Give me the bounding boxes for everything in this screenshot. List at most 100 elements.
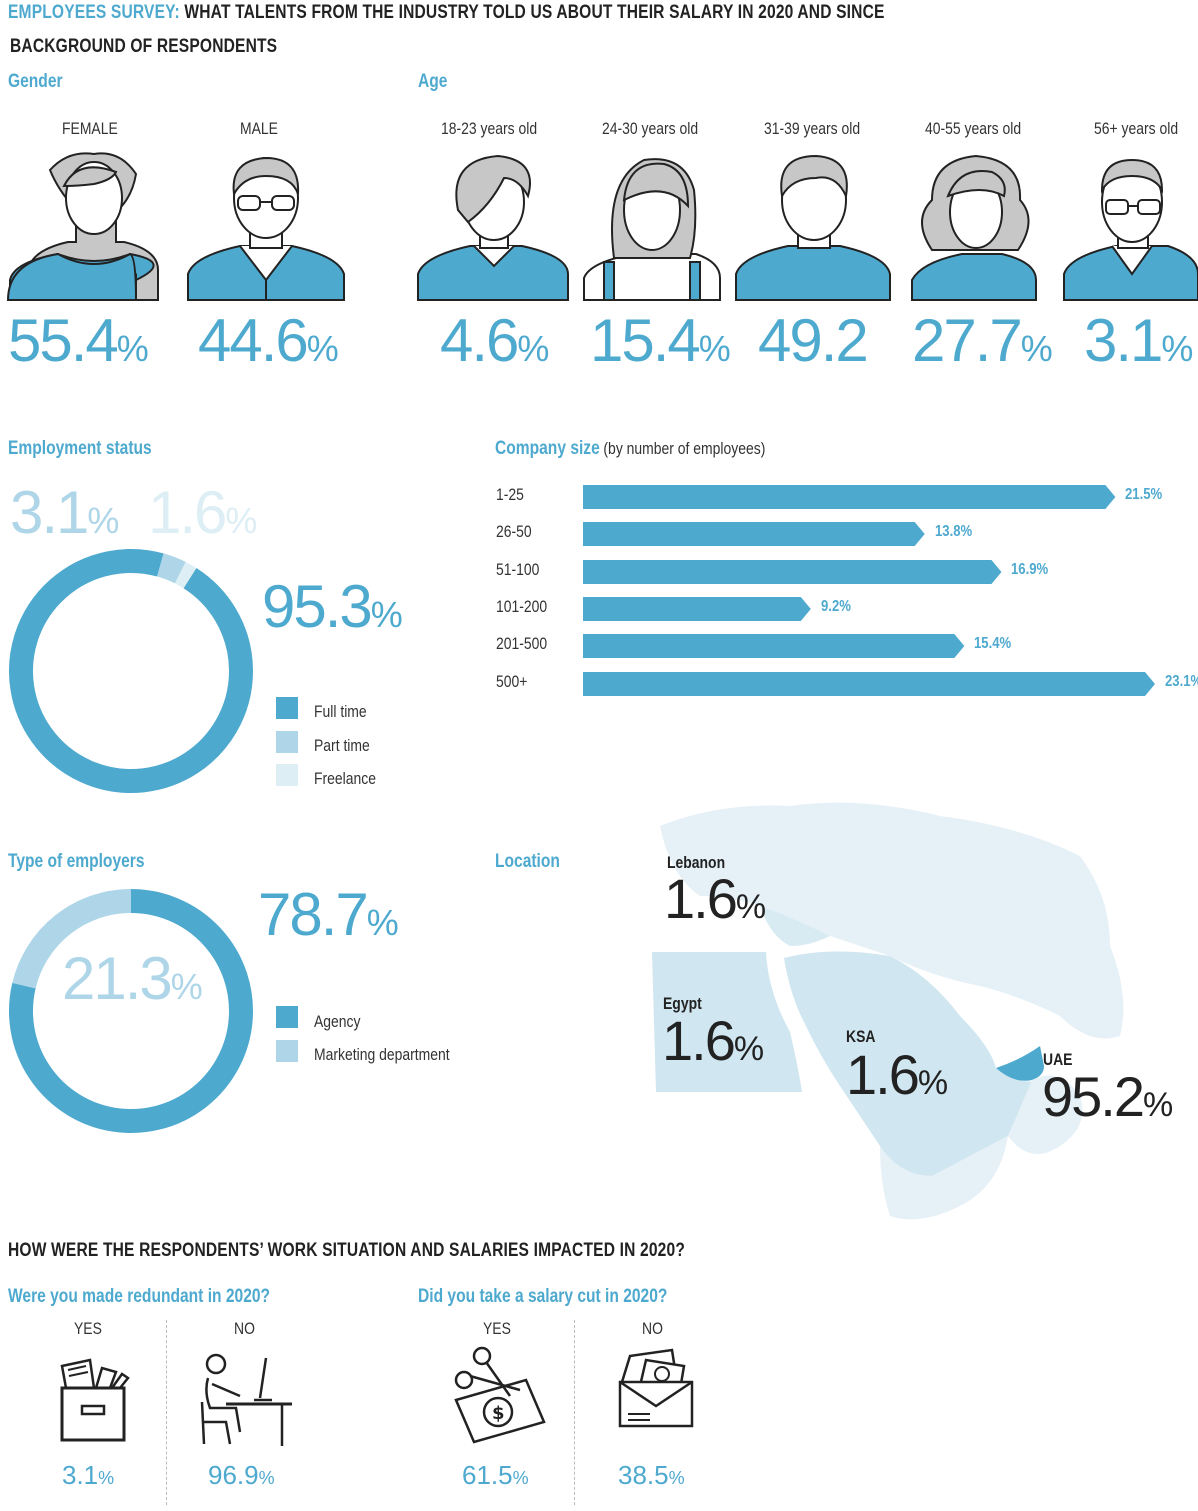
employers-title: Type of employers: [8, 851, 145, 872]
young-woman-avatar-icon: [583, 158, 721, 301]
donut-slice-agency: [9, 889, 253, 1133]
legend-agency: Agency: [314, 1012, 361, 1031]
age-value-31-39: 49.2: [758, 307, 869, 374]
bar-category-label: 1-25: [496, 485, 524, 504]
salary-cut-divider: [574, 1320, 575, 1505]
legend-freelance: Freelance: [314, 769, 376, 788]
person-at-desk-icon: [200, 1353, 292, 1446]
employers-agency-value: 78.7%: [258, 881, 399, 948]
bar-category-label: 500+: [496, 672, 528, 691]
donut-slice-part-time: [156, 553, 186, 584]
bar-category-label: 101-200: [496, 597, 548, 616]
employment-donut: [9, 549, 253, 793]
salary-cut-no-label: NO: [642, 1319, 663, 1338]
age-label-56plus: 56+ years old: [1094, 119, 1179, 138]
redundant-yes-label: YES: [74, 1319, 102, 1338]
company-size-heading: Company size (by number of employees): [495, 438, 765, 460]
employment-full-time-value: 95.3%: [262, 573, 403, 640]
title-rest: WHAT TALENTS FROM THE INDUSTRY TOLD US A…: [184, 2, 885, 23]
redundant-divider: [166, 1320, 167, 1505]
young-avatar-icon: [417, 154, 569, 301]
scissors-cutting-money-icon: $: [454, 1346, 546, 1444]
redundant-question: Were you made redundant in 2020?: [8, 1286, 271, 1307]
redundant-yes-value: 3.1%: [62, 1460, 115, 1490]
donut-slice-freelance: [174, 561, 197, 589]
bar-shape: [583, 672, 1155, 696]
age-label-24-30: 24-30 years old: [602, 119, 699, 138]
age-label-18-23: 18-23 years old: [441, 119, 538, 138]
bar-shape: [583, 597, 811, 621]
employers-donut: [9, 889, 253, 1133]
gender-value-male: 44.6%: [198, 307, 339, 374]
legend-swatch-full-time: [276, 697, 298, 719]
gender-value-female: 55.4%: [8, 307, 149, 374]
company-size-title: Company size: [495, 438, 600, 459]
employers-marketing-value: 21.3%: [62, 945, 203, 1012]
bar-shape: [583, 560, 1002, 584]
bar-value-label: 13.8%: [934, 523, 972, 540]
impact-title: HOW WERE THE RESPONDENTS’ WORK SITUATION…: [8, 1240, 686, 1261]
bar-category-label: 201-500: [496, 634, 548, 653]
company-size-note: (by number of employees): [603, 439, 766, 458]
location-value-ksa: 1.6%: [846, 1043, 949, 1106]
adult-avatar-icon: [735, 154, 891, 301]
age-value-18-23: 4.6%: [440, 307, 550, 374]
age-label-40-55: 40-55 years old: [925, 119, 1022, 138]
location-name-lebanon: Lebanon: [667, 853, 726, 872]
location-map: [652, 802, 1124, 1220]
map-region-levant: [760, 906, 830, 946]
age-icons: [417, 154, 1198, 301]
bar-value-label: 9.2%: [820, 598, 851, 615]
map-region-ksa: [784, 951, 1040, 1176]
location-title: Location: [495, 851, 560, 872]
bar-category-label: 51-100: [496, 560, 540, 579]
age-value-56plus: 3.1%: [1084, 307, 1194, 374]
bar-shape: [583, 485, 1116, 509]
company-size-bars: 1-25 21.5% 26-50 13.8% 51-100 16.9% 101-200 9.2…: [0, 0, 1198, 720]
map-region-egypt: [652, 952, 802, 1092]
male-avatar-icon: [187, 156, 345, 301]
gender-label-female: FEMALE: [62, 119, 118, 138]
legend-full-time: Full time: [314, 702, 367, 721]
bar: [583, 634, 965, 658]
legend-swatch-part-time: [276, 731, 298, 753]
location-name-egypt: Egypt: [663, 994, 702, 1013]
map-region-iran-turkey: [660, 802, 1124, 1039]
page-title: EMPLOYEES SURVEY: WHAT TALENTS FROM THE …: [8, 2, 885, 24]
map-region-oman: [1008, 1075, 1083, 1154]
redundant-no-value: 96.9%: [208, 1460, 275, 1490]
bar-shape: [583, 522, 925, 546]
donut-slice-marketing: [12, 889, 132, 989]
bar: [583, 672, 1155, 696]
bar-value-label: 15.4%: [974, 635, 1012, 652]
box-of-belongings-icon: [60, 1358, 130, 1442]
salary-cut-yes-value: 61.5%: [462, 1460, 529, 1490]
female-avatar-icon: [6, 152, 159, 301]
salary-cut-question: Did you take a salary cut in 2020?: [418, 1286, 668, 1307]
employment-title: Employment status: [8, 438, 152, 459]
legend-swatch-marketing: [276, 1040, 298, 1062]
salary-cut-yes-label: YES: [483, 1319, 511, 1338]
salary-cut-no-value: 38.5%: [618, 1460, 685, 1490]
age-title: Age: [418, 71, 448, 92]
bar-value-label: 23.1%: [1165, 673, 1198, 690]
location-name-ksa: KSA: [846, 1027, 876, 1046]
legend-marketing: Marketing department: [314, 1045, 450, 1064]
location-value-lebanon: 1.6%: [664, 867, 767, 930]
middle-aged-woman-avatar-icon: [911, 154, 1037, 301]
map-region-uae: [996, 1046, 1044, 1081]
gender-label-male: MALE: [240, 119, 278, 138]
gender-icons: [6, 152, 345, 301]
bar-shape: [583, 634, 965, 658]
bar: [583, 560, 1002, 584]
legend-part-time: Part time: [314, 736, 370, 755]
location-name-uae: UAE: [1043, 1050, 1073, 1069]
bar-value-label: 21.5%: [1125, 486, 1163, 503]
age-value-40-55: 27.7%: [912, 307, 1053, 374]
bar: [583, 522, 925, 546]
employment-part-time-value: 3.1%: [10, 479, 120, 546]
senior-avatar-icon: [1063, 158, 1198, 301]
page-subtitle: BACKGROUND OF RESPONDENTS: [10, 36, 278, 57]
employment-freelance-value: 1.6%: [148, 479, 258, 546]
title-accent: EMPLOYEES SURVEY:: [8, 2, 180, 23]
